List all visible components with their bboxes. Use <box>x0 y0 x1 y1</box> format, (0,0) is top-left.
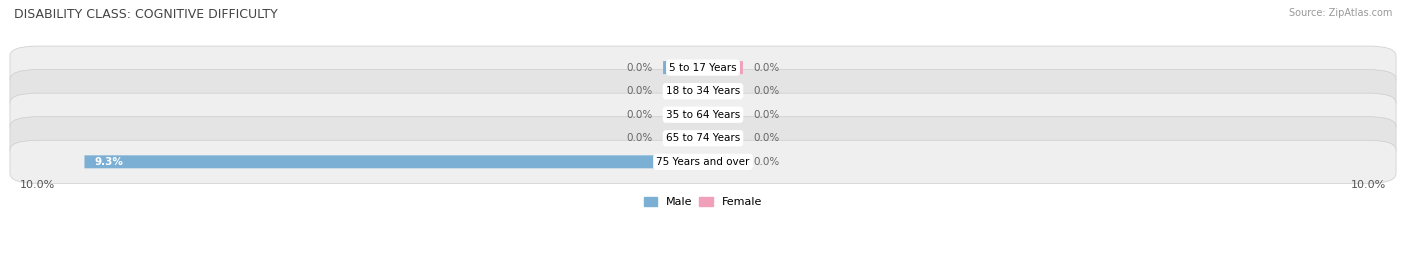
FancyBboxPatch shape <box>664 85 703 98</box>
Text: 65 to 74 Years: 65 to 74 Years <box>666 133 740 143</box>
Text: 75 Years and over: 75 Years and over <box>657 157 749 167</box>
Text: 0.0%: 0.0% <box>627 63 654 73</box>
FancyBboxPatch shape <box>84 155 703 168</box>
FancyBboxPatch shape <box>703 155 742 168</box>
FancyBboxPatch shape <box>703 132 742 145</box>
Text: 0.0%: 0.0% <box>627 86 654 96</box>
Text: 9.3%: 9.3% <box>94 157 124 167</box>
FancyBboxPatch shape <box>703 108 742 121</box>
Text: 0.0%: 0.0% <box>752 157 779 167</box>
FancyBboxPatch shape <box>664 132 703 145</box>
Text: 0.0%: 0.0% <box>752 86 779 96</box>
Text: 35 to 64 Years: 35 to 64 Years <box>666 110 740 120</box>
Text: 18 to 34 Years: 18 to 34 Years <box>666 86 740 96</box>
FancyBboxPatch shape <box>10 93 1396 136</box>
FancyBboxPatch shape <box>664 108 703 121</box>
FancyBboxPatch shape <box>10 117 1396 160</box>
Text: 0.0%: 0.0% <box>752 133 779 143</box>
FancyBboxPatch shape <box>703 85 742 98</box>
FancyBboxPatch shape <box>10 140 1396 183</box>
Text: 0.0%: 0.0% <box>627 133 654 143</box>
FancyBboxPatch shape <box>664 61 703 74</box>
FancyBboxPatch shape <box>10 70 1396 113</box>
Text: Source: ZipAtlas.com: Source: ZipAtlas.com <box>1288 8 1392 18</box>
Legend: Male, Female: Male, Female <box>640 192 766 211</box>
Text: 0.0%: 0.0% <box>752 63 779 73</box>
FancyBboxPatch shape <box>10 46 1396 89</box>
Text: DISABILITY CLASS: COGNITIVE DIFFICULTY: DISABILITY CLASS: COGNITIVE DIFFICULTY <box>14 8 278 21</box>
Text: 0.0%: 0.0% <box>752 110 779 120</box>
Text: 0.0%: 0.0% <box>627 110 654 120</box>
FancyBboxPatch shape <box>703 61 742 74</box>
Text: 5 to 17 Years: 5 to 17 Years <box>669 63 737 73</box>
